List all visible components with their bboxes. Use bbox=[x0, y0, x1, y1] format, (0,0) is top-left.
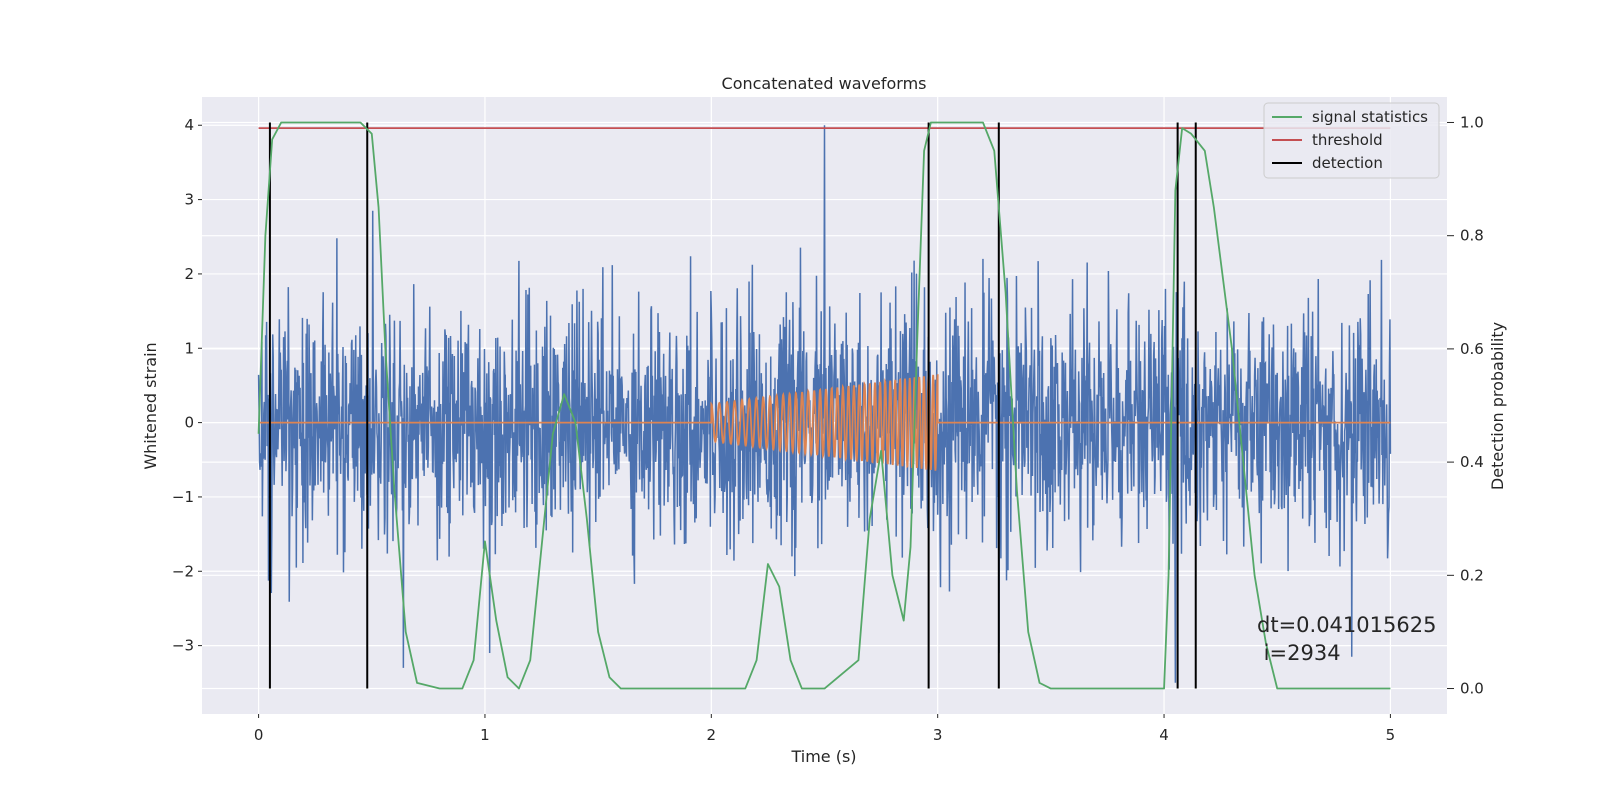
y2-axis-ticks: 0.0 0.2 0.4 0.6 0.8 1.0 bbox=[1447, 113, 1484, 698]
x-tick-label: 4 bbox=[1159, 726, 1169, 744]
legend-label: signal statistics bbox=[1312, 108, 1428, 126]
x-axis-ticks: 0 1 2 3 4 5 bbox=[254, 714, 1395, 744]
y-tick-label: −2 bbox=[172, 562, 194, 580]
x-tick-label: 3 bbox=[933, 726, 943, 744]
y-tick-label: 4 bbox=[184, 116, 194, 134]
signal-statistics-line bbox=[257, 121, 1391, 690]
y-axis-ticks: −3 −2 −1 0 1 2 3 4 bbox=[172, 116, 202, 655]
x-tick-label: 1 bbox=[480, 726, 490, 744]
y-axis-label: Whitened strain bbox=[141, 342, 160, 469]
y-tick-label: −3 bbox=[172, 637, 194, 655]
strain-series-line bbox=[257, 125, 1392, 683]
x-tick-label: 2 bbox=[707, 726, 717, 744]
y-tick-label: 3 bbox=[184, 191, 194, 209]
y2-tick-label: 0.2 bbox=[1460, 566, 1484, 584]
data-layer bbox=[257, 121, 1392, 690]
y-tick-label: 1 bbox=[184, 339, 194, 357]
y2-axis-label: Detection probability bbox=[1488, 322, 1507, 490]
x-axis-label: Time (s) bbox=[790, 747, 856, 766]
x-tick-label: 5 bbox=[1386, 726, 1396, 744]
y-tick-label: −1 bbox=[172, 488, 194, 506]
legend-label: threshold bbox=[1312, 131, 1383, 149]
annotation-i: i=2934 bbox=[1257, 641, 1341, 665]
y2-tick-label: 0.4 bbox=[1460, 453, 1484, 471]
y2-tick-label: 1.0 bbox=[1460, 113, 1484, 131]
y2-tick-label: 0.0 bbox=[1460, 680, 1484, 698]
y2-tick-label: 0.6 bbox=[1460, 340, 1484, 358]
y2-tick-label: 0.8 bbox=[1460, 227, 1484, 245]
x-tick-label: 0 bbox=[254, 726, 264, 744]
y-tick-label: 0 bbox=[184, 414, 194, 432]
legend-label: detection bbox=[1312, 154, 1383, 172]
y-tick-label: 2 bbox=[184, 265, 194, 283]
template-series-line bbox=[258, 374, 1391, 471]
legend-box bbox=[1263, 102, 1440, 179]
chart-title: Concatenated waveforms bbox=[722, 74, 927, 93]
annotation-dt: dt=0.041015625 bbox=[1257, 613, 1436, 637]
legend: signal statistics threshold detection bbox=[1263, 102, 1440, 179]
